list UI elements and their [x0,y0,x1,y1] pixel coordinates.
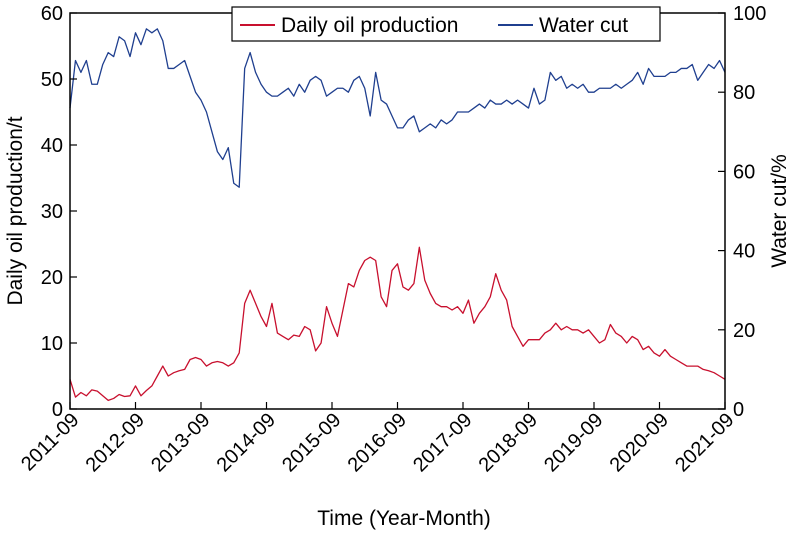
y-axis-right-title: Water cut/% [768,154,791,268]
x-tick-label: 2013-09 [147,409,214,476]
y-right-tick-label: 20 [733,320,755,342]
y-right-tick-label: 60 [733,161,755,183]
y-right-tick-label: 80 [733,82,755,104]
y-right-tick-label: 40 [733,241,755,263]
y-left-tick-label: 20 [41,267,63,289]
series-line-water-cut [69,28,726,188]
x-tick-label: 2015-09 [278,409,345,476]
x-axis-title: Time (Year-Month) [317,507,491,530]
series-line-daily-oil-production [69,246,726,402]
x-tick-label: 2021-09 [671,409,738,476]
legend-label-water-cut: Water cut [539,14,628,37]
x-tick-label: 2011-09 [17,409,83,475]
y-axis-left-title: Daily oil production/t [4,116,27,305]
ticks-layer [69,12,726,410]
y-left-tick-label: 40 [41,135,63,157]
y-left-tick-label: 0 [52,399,63,421]
y-left-tick-label: 30 [41,201,63,223]
y-right-tick-label: 100 [733,3,766,25]
plot-frame [69,12,726,410]
y-left-tick-label: 10 [41,333,63,355]
x-tick-label: 2020-09 [606,409,673,476]
legend-label-daily-oil-production: Daily oil production [281,14,458,37]
x-tick-label: 2016-09 [344,409,411,476]
x-tick-label: 2019-09 [540,409,607,476]
series-layer [69,28,726,402]
x-tick-label: 2017-09 [409,409,476,476]
x-tick-label: 2018-09 [475,409,542,476]
x-tick-label: 2014-09 [213,409,280,476]
x-tick-label: 2012-09 [82,409,149,476]
y-right-tick-label: 0 [733,399,744,421]
legend: Daily oil production Water cut [231,6,661,42]
y-left-tick-label: 50 [41,69,63,91]
y-left-tick-label: 60 [41,3,63,25]
legend-box [231,6,661,42]
labels-layer: 01020304050600204060801002011-092012-092… [17,3,766,476]
